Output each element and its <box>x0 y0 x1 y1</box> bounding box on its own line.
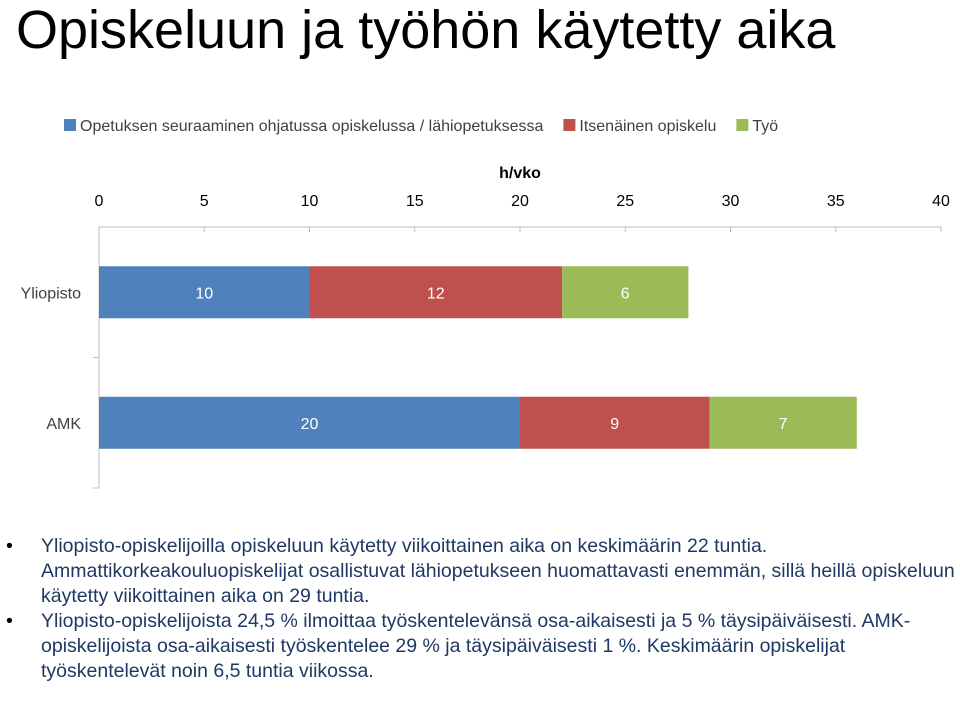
x-tick-label: 30 <box>722 193 740 210</box>
data-label: 9 <box>610 416 619 433</box>
x-tick-label: 25 <box>616 193 634 210</box>
data-label: 10 <box>195 285 213 302</box>
bullet-item: Yliopisto-opiskelijoilla opiskeluun käyt… <box>0 534 960 609</box>
x-tick-label: 5 <box>200 193 209 210</box>
category-label: Yliopisto <box>21 285 82 302</box>
legend-label: Työ <box>752 118 778 135</box>
stacked-bar-chart: Opetuksen seuraaminen ohjatussa opiskelu… <box>21 118 950 489</box>
bullet-list: Yliopisto-opiskelijoilla opiskeluun käyt… <box>0 534 960 684</box>
x-tick-label: 35 <box>827 193 845 210</box>
legend-swatch <box>64 119 76 131</box>
legend-swatch <box>563 119 576 131</box>
x-tick-label: 20 <box>511 193 529 210</box>
data-label: 20 <box>301 416 319 433</box>
bar-segment <box>520 396 710 449</box>
x-axis-title: h/vko <box>499 165 541 182</box>
bar-segment <box>309 266 563 319</box>
legend-label: Opetuksen seuraaminen ohjatussa opiskelu… <box>80 118 543 135</box>
data-label: 7 <box>779 416 788 433</box>
data-label: 12 <box>427 285 445 302</box>
x-tick-label: 15 <box>406 193 424 210</box>
x-tick-label: 10 <box>301 193 319 210</box>
legend-label: Itsenäinen opiskelu <box>579 118 716 135</box>
data-label: 6 <box>621 285 630 302</box>
bar-segment <box>709 396 857 449</box>
x-tick-label: 0 <box>95 193 104 210</box>
page-title: Opiskeluun ja työhön käytetty aika <box>16 0 836 60</box>
category-label: AMK <box>46 416 81 433</box>
bar-segment <box>99 266 310 319</box>
bar-segment <box>99 396 520 449</box>
bar-segment <box>562 266 689 319</box>
legend-swatch <box>736 119 749 131</box>
bullet-item: Yliopisto-opiskelijoista 24,5 % ilmoitta… <box>0 609 960 684</box>
x-tick-label: 40 <box>932 193 950 210</box>
